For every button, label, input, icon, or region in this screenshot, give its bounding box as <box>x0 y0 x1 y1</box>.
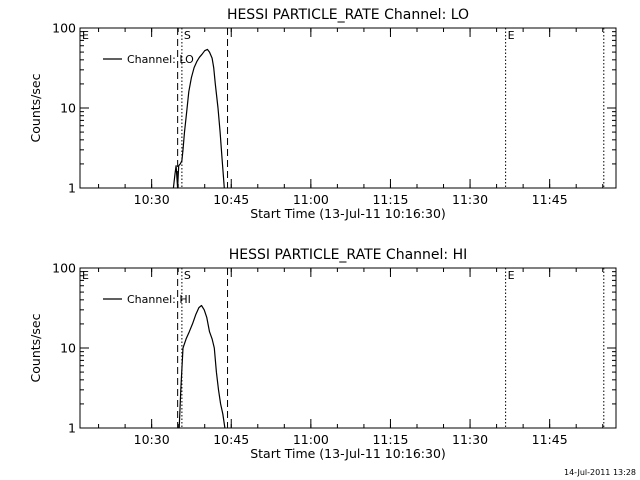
x-tick-label: 10:45 <box>213 432 249 447</box>
event-marker-label: S <box>184 29 191 42</box>
event-marker-label: S <box>184 269 191 282</box>
x-tick-label: 11:30 <box>452 192 488 207</box>
x-tick-label: 10:45 <box>213 192 249 207</box>
x-tick-label: 10:30 <box>134 192 170 207</box>
x-axis-label: Start Time (13-Jul-11 10:16:30) <box>250 206 446 221</box>
legend-label: Channel: LO <box>127 53 194 66</box>
footer-timestamp: 14-Jul-2011 13:28 <box>564 468 636 477</box>
y-tick-label: 100 <box>52 261 76 276</box>
event-marker-label: E <box>508 269 515 282</box>
x-tick-label: 11:00 <box>293 432 329 447</box>
x-tick-label: 11:45 <box>532 432 568 447</box>
x-tick-label: 11:00 <box>293 192 329 207</box>
axes-frame <box>79 27 617 189</box>
chart-title: HESSI PARTICLE_RATE Channel: HI <box>229 247 467 263</box>
y-tick-label: 10 <box>60 101 76 116</box>
event-marker-label: E <box>82 29 89 42</box>
y-axis-label: Counts/sec <box>28 73 43 142</box>
x-tick-label: 10:30 <box>134 432 170 447</box>
series-line <box>178 304 226 429</box>
x-tick-label: 11:45 <box>532 192 568 207</box>
event-marker-label: E <box>508 29 515 42</box>
y-tick-label: 100 <box>52 21 76 36</box>
y-axis-label: Counts/sec <box>28 313 43 382</box>
legend-label: Channel: HI <box>127 293 191 306</box>
x-tick-label: 11:15 <box>372 432 408 447</box>
series-line <box>172 48 225 189</box>
axes-frame <box>79 267 617 429</box>
x-axis-label: Start Time (13-Jul-11 10:16:30) <box>250 446 446 461</box>
event-marker-label: E <box>82 269 89 282</box>
x-tick-label: 11:15 <box>372 192 408 207</box>
y-tick-label: 10 <box>60 341 76 356</box>
chart-title: HESSI PARTICLE_RATE Channel: LO <box>227 7 469 23</box>
panel-lo: HESSI PARTICLE_RATE Channel: LO 10:30 10:4… <box>28 7 617 221</box>
y-tick-label: 1 <box>68 181 76 196</box>
panel-hi: HESSI PARTICLE_RATE Channel: HI 10:30 10:4… <box>28 247 617 461</box>
x-tick-label: 11:30 <box>452 432 488 447</box>
y-tick-label: 1 <box>68 421 76 436</box>
